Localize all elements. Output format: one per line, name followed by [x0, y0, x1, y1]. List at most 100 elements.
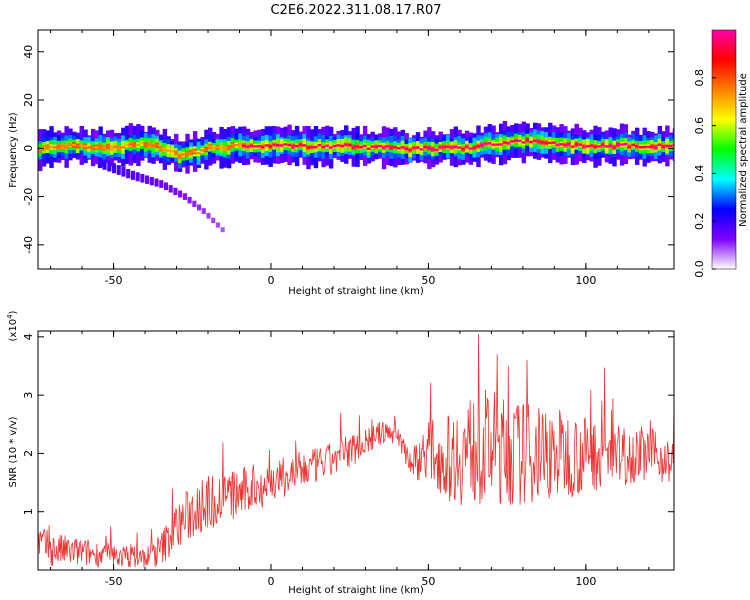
spectrogram-frame: [37, 29, 675, 270]
spectrogram-cell: [423, 145, 428, 149]
spectrogram-cell: [430, 147, 436, 151]
x-tick-label: 0: [267, 274, 274, 287]
spectrogram-cell: [249, 144, 254, 147]
spectrogram-cell: [623, 142, 629, 146]
x-tick-label: 100: [575, 575, 596, 588]
spectrogram-cell: [102, 146, 107, 150]
spectrogram-branch-cell: [107, 161, 112, 172]
spectrogram-cell: [196, 152, 202, 155]
y-tick-label: 40: [22, 45, 35, 59]
spectrogram-cell: [60, 145, 66, 148]
spectrogram-cell: [264, 144, 270, 147]
spectrogram-cell: [90, 146, 96, 149]
spectrogram-cell: [468, 147, 474, 150]
snr-x-label: Height of straight line (km): [288, 585, 424, 596]
spectrogram-branch-cell: [211, 217, 216, 224]
spectrogram-cell: [438, 145, 443, 149]
spectrogram-cell: [162, 148, 168, 151]
spectrogram-branch-cell: [178, 190, 183, 198]
spectrogram-branch-cell: [192, 200, 197, 207]
spectrogram-cell: [132, 143, 137, 146]
spectrogram-cell: [559, 143, 564, 146]
spectrogram-cell: [449, 146, 455, 149]
spectrogram-cell: [310, 146, 315, 149]
spectrogram-branch-cell: [111, 163, 117, 174]
spectrogram-cell: [117, 146, 122, 150]
spectrogram-branch-cell: [145, 175, 150, 184]
x-tick-label: 50: [421, 274, 435, 287]
spectrogram-panel: -50 0 50 100 -40 -20 0 20 40 Height of straight …: [8, 29, 675, 297]
y-tick-label: 20: [22, 93, 35, 107]
spectrogram-branch-cell: [187, 196, 192, 204]
spectrogram-branch-cell: [173, 187, 178, 195]
spectrogram-cell: [321, 145, 326, 149]
spectrogram-cell: [548, 141, 553, 145]
spectrogram-cell: [563, 143, 568, 147]
spectrogram-branch-cell: [163, 182, 169, 191]
spectrogram-cell: [257, 145, 262, 148]
spectrogram-cell: [574, 143, 579, 146]
snr-series-line: [38, 333, 674, 569]
spectrogram-cell: [612, 146, 617, 149]
spectrogram-cell: [64, 145, 69, 149]
colorbar-tick-label: 0.6: [693, 117, 706, 135]
spectrogram-cell: [514, 139, 519, 142]
spectrogram-cell: [234, 143, 239, 147]
spectrogram-branch-cell: [220, 227, 225, 233]
y-tick-label: 1: [22, 508, 35, 515]
spectrogram-cell: [544, 141, 549, 145]
spectrogram-cell: [294, 144, 300, 148]
spectrogram-cell: [464, 145, 470, 148]
snr-frame: [37, 330, 675, 571]
spectrogram-cell: [215, 145, 220, 149]
spectrogram-cell: [56, 145, 62, 148]
spectrogram-cell: [147, 143, 152, 146]
spectrogram-cell: [412, 146, 417, 150]
spectrogram-cell: [185, 152, 190, 155]
spectrogram-cell: [627, 145, 632, 149]
spectrogram-cell: [83, 145, 88, 148]
snr-axes: -50 0 50 100 1 2 3 4: [22, 331, 674, 588]
y-tick-label: -40: [22, 236, 35, 254]
x-tick-label: 100: [575, 274, 596, 287]
spectrogram-cell: [68, 143, 73, 146]
spectrogram-cell: [616, 143, 621, 146]
x-tick-label: -50: [105, 575, 123, 588]
spectrogram-cell: [483, 142, 489, 145]
spectrogram-cell: [510, 140, 515, 143]
spectrogram-branch-cell: [201, 208, 206, 214]
spectrogram-cell: [404, 147, 409, 150]
spectrogram-branch-cell: [121, 167, 126, 177]
spectrogram-branch-cell: [206, 212, 211, 219]
spectrogram-branch-cell: [182, 193, 187, 200]
spectrogram-cell: [555, 143, 561, 147]
spectrogram-cell: [340, 144, 345, 148]
spectrogram-cell: [189, 151, 194, 154]
colorbar-tick-label: 0.2: [693, 212, 706, 230]
spectrogram-branch-cell: [149, 177, 154, 186]
spectrogram-cell: [158, 147, 164, 151]
spectrogram-branch-cell: [159, 180, 164, 188]
spectrogram-cell: [498, 143, 504, 146]
spectrogram-cell: [661, 145, 666, 148]
spectrogram-cell: [109, 146, 115, 150]
spectrogram-cell: [106, 145, 111, 148]
x-tick-label: 0: [267, 575, 274, 588]
spectrogram-cell: [276, 143, 281, 147]
spectrogram-branch-cell: [126, 168, 131, 179]
colorbar-ticks: 0.0 0.2 0.4 0.6 0.8: [693, 69, 716, 278]
spectrogram-cell: [124, 143, 130, 147]
spectrogram-cell: [204, 148, 209, 151]
spectrogram-cell: [446, 145, 451, 148]
spectrogram-cell: [223, 147, 228, 150]
spectrogram-cell: [332, 144, 338, 148]
spectrogram-cell: [351, 146, 356, 149]
spectrogram-cell: [166, 149, 171, 152]
spectrogram-cell: [72, 143, 77, 147]
spectrogram-cell: [374, 145, 379, 149]
spectrogram-cell: [200, 149, 205, 152]
spectrogram-cell: [253, 145, 258, 148]
spectrogram-cell: [604, 145, 610, 148]
colorbar-tick-label: 0.4: [693, 165, 706, 183]
spectrogram-cell: [328, 146, 334, 149]
